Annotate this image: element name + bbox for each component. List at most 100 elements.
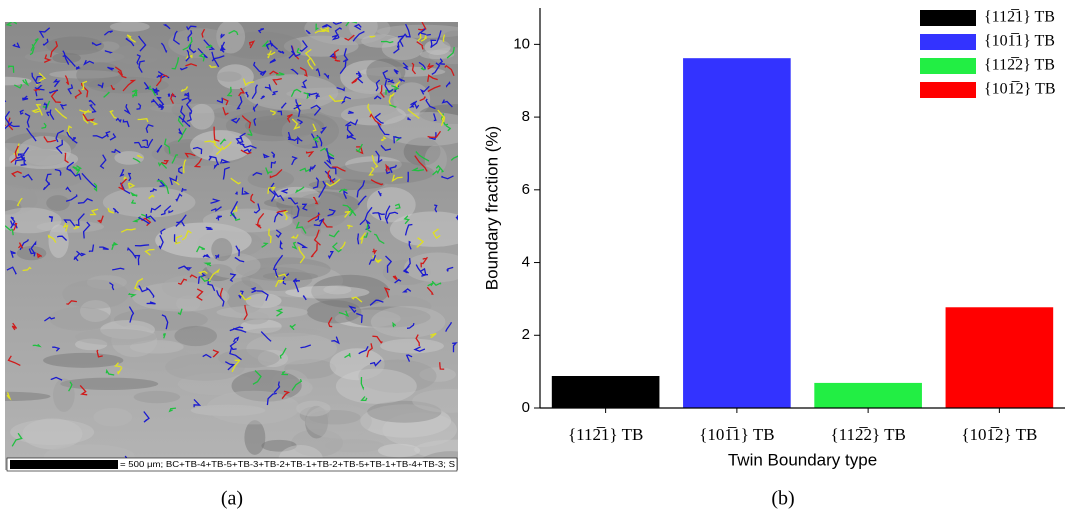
- boundary-trace: [88, 244, 95, 253]
- grain: [226, 280, 266, 314]
- boundary-trace: [31, 108, 40, 113]
- boundary-trace: [238, 87, 246, 97]
- boundary-trace: [297, 118, 303, 125]
- boundary-trace: [10, 145, 19, 164]
- boundary-trace: [198, 52, 205, 62]
- boundary-trace: [6, 392, 12, 401]
- boundary-trace: [358, 346, 369, 355]
- boundary-trace: [419, 32, 431, 36]
- boundary-trace: [145, 287, 155, 298]
- boundary-trace: [103, 91, 110, 98]
- boundary-trace: [262, 153, 270, 159]
- grain: [244, 420, 266, 455]
- boundary-trace: [10, 216, 16, 229]
- boundary-trace: [277, 110, 283, 116]
- boundary-trace: [281, 390, 291, 400]
- boundary-trace: [74, 89, 83, 99]
- boundary-trace: [347, 134, 357, 140]
- boundary-trace: [127, 292, 137, 298]
- boundary-trace: [65, 186, 72, 193]
- boundary-trace: [441, 99, 453, 108]
- boundary-trace: [417, 32, 422, 42]
- grain: [75, 328, 157, 346]
- grain: [10, 419, 95, 446]
- boundary-trace: [437, 109, 446, 123]
- boundary-trace: [383, 287, 391, 298]
- grain: [323, 285, 352, 295]
- boundary-trace: [221, 141, 232, 150]
- grain: [43, 352, 124, 368]
- boundary-trace: [368, 254, 377, 265]
- grain: [247, 169, 295, 189]
- boundary-trace: [446, 46, 455, 59]
- boundary-trace: [234, 191, 238, 195]
- boundary-trace: [92, 133, 109, 139]
- boundary-trace: [338, 188, 348, 193]
- boundary-trace: [80, 82, 89, 98]
- grain: [306, 300, 362, 324]
- boundary-trace: [402, 265, 410, 274]
- boundary-trace: [209, 155, 220, 166]
- grain: [22, 418, 83, 450]
- boundary-trace: [297, 246, 306, 264]
- boundary-trace: [269, 70, 279, 75]
- boundary-trace: [254, 223, 261, 228]
- boundary-trace: [315, 23, 319, 31]
- boundary-trace: [259, 70, 267, 77]
- boundary-trace: [48, 89, 59, 94]
- boundary-trace: [26, 127, 37, 142]
- boundary-trace: [131, 199, 136, 204]
- boundary-trace: [10, 170, 22, 178]
- grain: [403, 137, 441, 166]
- boundary-trace: [372, 255, 382, 264]
- boundary-trace: [7, 355, 21, 366]
- boundary-trace: [230, 177, 241, 185]
- boundary-trace: [82, 113, 95, 122]
- grain: [424, 39, 451, 55]
- boundary-trace: [391, 174, 403, 183]
- grain: [345, 156, 402, 173]
- boundary-trace: [374, 233, 385, 245]
- boundary-trace: [134, 254, 141, 266]
- boundary-trace: [372, 335, 383, 344]
- boundary-trace: [331, 336, 340, 345]
- boundary-trace: [301, 79, 308, 89]
- boundary-trace: [163, 138, 171, 154]
- boundary-trace: [268, 182, 277, 202]
- boundary-trace: [289, 323, 296, 331]
- boundary-trace: [228, 29, 239, 36]
- boundary-trace: [30, 38, 39, 52]
- boundary-trace: [310, 243, 318, 258]
- boundary-trace: [32, 88, 41, 92]
- boundary-trace: [312, 164, 316, 171]
- grain: [129, 340, 184, 354]
- boundary-trace: [387, 79, 395, 84]
- boundary-trace: [392, 321, 397, 328]
- boundary-trace: [127, 172, 132, 182]
- y-tick-label: 0: [522, 399, 530, 416]
- boundary-trace: [342, 204, 354, 217]
- boundary-trace: [372, 248, 378, 255]
- grain: [79, 300, 111, 323]
- boundary-trace: [427, 84, 441, 93]
- grain: [262, 271, 318, 281]
- boundary-trace: [192, 146, 203, 155]
- grain: [174, 325, 218, 347]
- boundary-trace: [50, 376, 63, 381]
- boundary-trace: [110, 84, 115, 91]
- grain: [218, 349, 280, 368]
- boundary-trace: [31, 72, 41, 85]
- boundary-trace: [201, 28, 206, 38]
- boundary-trace: [235, 245, 241, 257]
- boundary-trace: [117, 367, 123, 375]
- boundary-trace: [89, 120, 99, 126]
- boundary-trace: [202, 253, 211, 259]
- boundary-trace: [268, 228, 272, 244]
- boundary-trace: [416, 237, 425, 248]
- boundary-trace: [65, 194, 78, 202]
- boundary-trace: [143, 81, 151, 90]
- boundary-trace: [162, 333, 167, 339]
- boundary-trace: [343, 190, 348, 199]
- boundary-trace: [348, 207, 357, 217]
- boundary-trace: [415, 151, 430, 162]
